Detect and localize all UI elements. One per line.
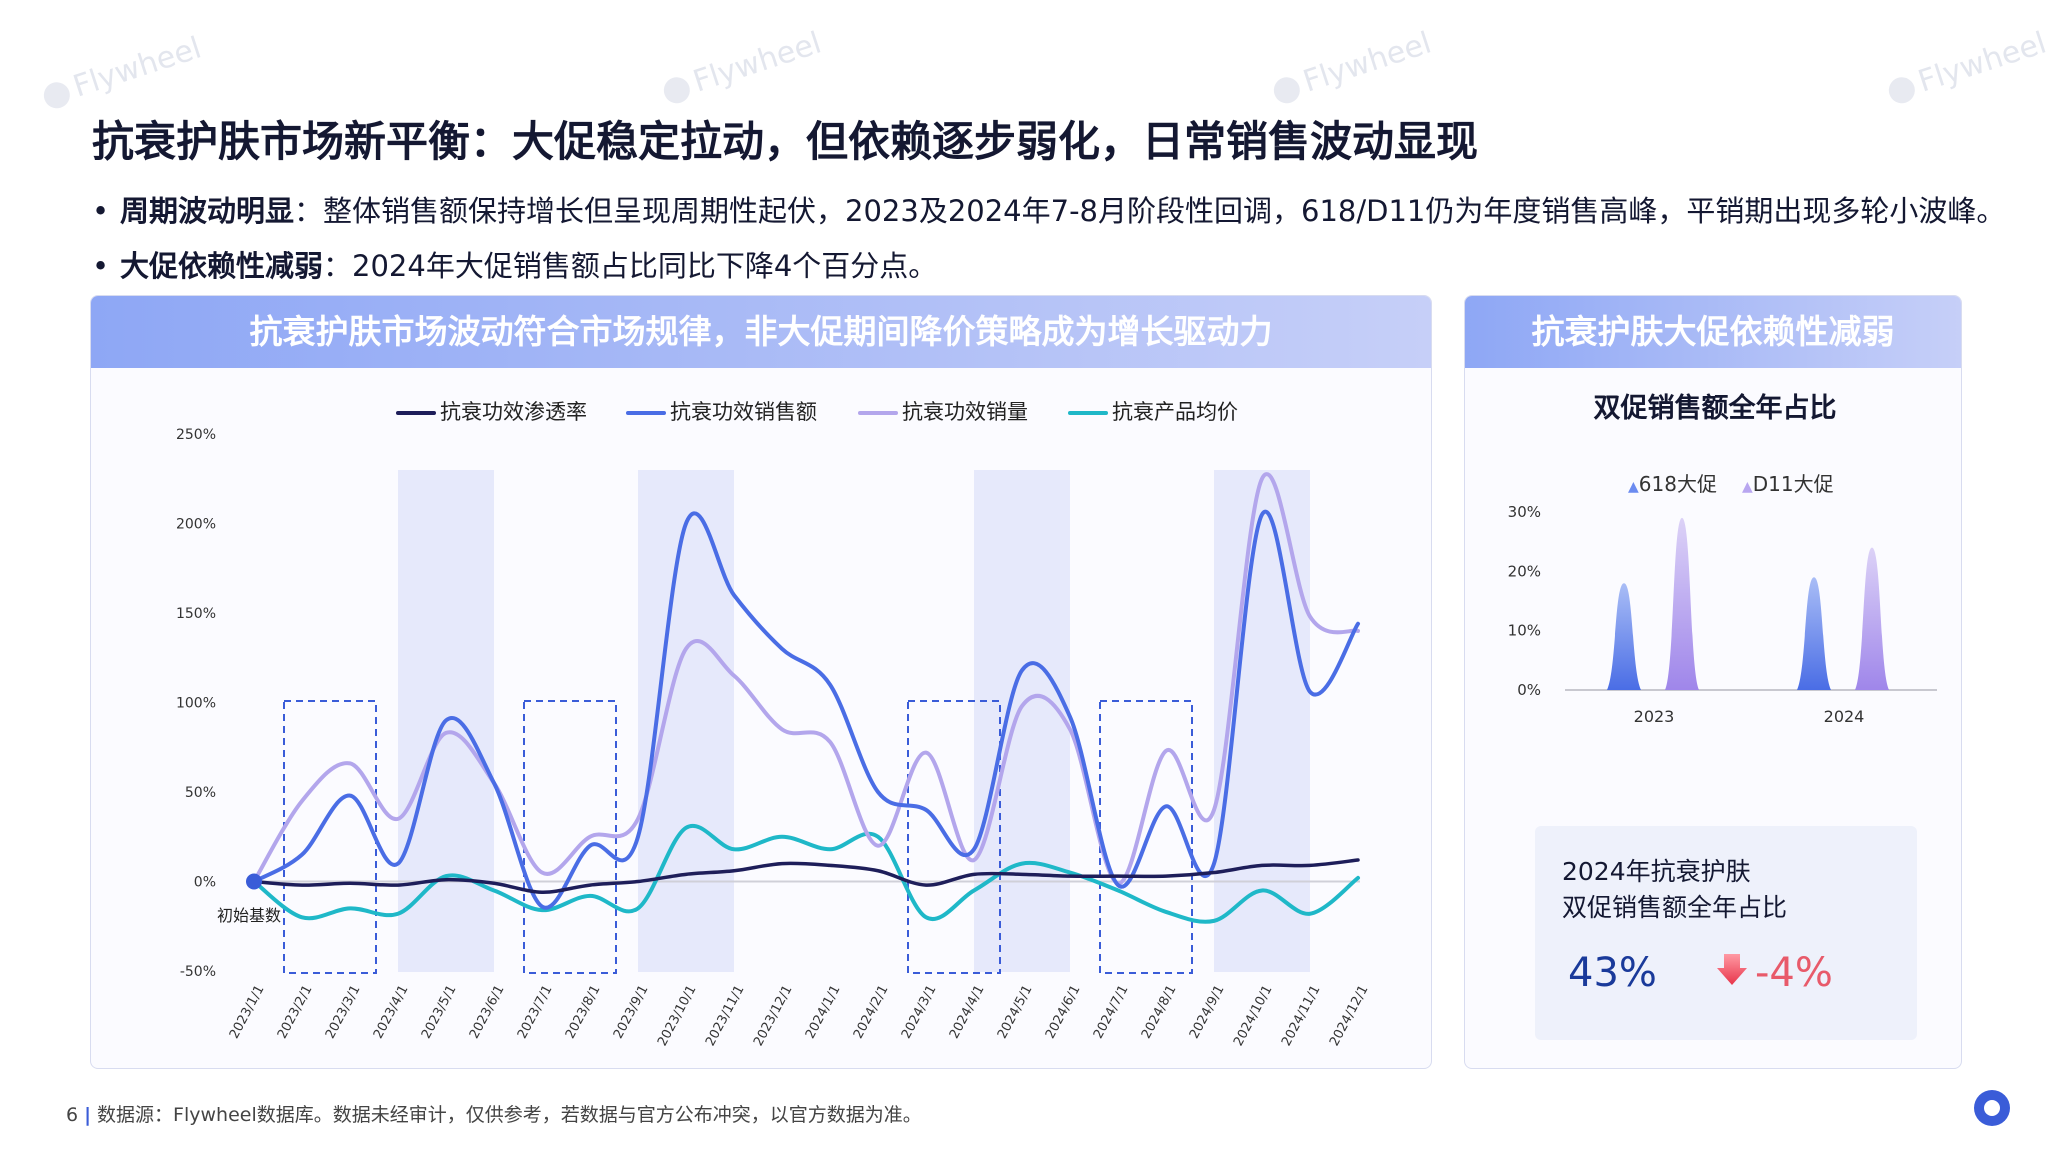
bullet-2-text: ：2024年大促销售额占比同比下降4个百分点。 (323, 249, 938, 283)
down-arrow-icon (1717, 954, 1747, 985)
right-panel-header: 抗衰护肤大促依赖性减弱 (1465, 296, 1961, 368)
y-tick-label: 200% (176, 517, 216, 533)
legend-sales-volume: 抗衰功效销量 (858, 396, 1028, 426)
y-tick-label: 30% (1508, 503, 1541, 521)
slide-number: 6 (66, 1104, 79, 1126)
legend-sales-amount: 抗衰功效销售额 (626, 396, 817, 426)
bullet-1-text: ：整体销售额保持增长但呈现周期性起伏，2023及2024年7-8月阶段性回调，6… (294, 194, 2006, 228)
kpi-value: 43% (1568, 950, 1657, 996)
y-tick-label: 100% (176, 696, 216, 712)
peak-bar-d11 (1855, 547, 1889, 690)
legend-line-icon (626, 411, 666, 415)
kpi-card (1535, 826, 1917, 1040)
brand-logo-icon (1974, 1090, 2010, 1126)
y-tick-label: 10% (1508, 622, 1541, 640)
x-tick-label: 2024 (1824, 707, 1865, 726)
series-line-2 (252, 472, 1360, 886)
legend-line-icon (1068, 411, 1108, 415)
y-tick-label: 0% (194, 875, 216, 891)
triangle-icon: ▲ (1742, 479, 1753, 495)
bullet-2-bold: 大促依赖性减弱 (120, 249, 324, 283)
y-tick-label: 150% (176, 606, 216, 622)
y-tick-label: 50% (185, 785, 216, 801)
origin-marker (246, 873, 262, 890)
x-tick-label: 2023 (1634, 707, 1675, 726)
peak-bar-d11 (1665, 517, 1699, 690)
dashed-box (907, 700, 1001, 974)
series-line-3 (252, 823, 1360, 924)
footer-source: 数据源：Flywheel数据库。数据未经审计，仅供参考，若数据与官方公布冲突，以… (97, 1104, 922, 1126)
legend-line-icon (858, 411, 898, 415)
y-tick-label: -50% (180, 964, 216, 980)
kpi-change: -4% (1755, 950, 1833, 996)
left-panel-header: 抗衰护肤市场波动符合市场规律，非大促期间降价策略成为增长驱动力 (91, 296, 1431, 368)
legend-618: ▲618大促 (1628, 472, 1717, 496)
series-line-0 (252, 858, 1360, 894)
right-chart-subtitle: 双促销售额全年占比 (1593, 393, 1837, 424)
legend-avg-price: 抗衰产品均价 (1068, 396, 1238, 426)
left-panel: 抗衰护肤市场波动符合市场规律，非大促期间降价策略成为增长驱动力 (90, 295, 1432, 1069)
legend-line-icon (396, 411, 436, 415)
kpi-title-line2: 双促销售额全年占比 (1562, 893, 1788, 922)
triangle-icon: ▲ (1628, 479, 1639, 495)
bullet-1: • 周期波动明显：整体销售额保持增长但呈现周期性起伏，2023及2024年7-8月… (92, 194, 2006, 228)
origin-annotation: 初始基数 (217, 906, 281, 925)
peak-bar-618 (1797, 577, 1831, 690)
y-tick-label: 20% (1508, 562, 1541, 580)
promo-band (974, 470, 1070, 972)
peak-bar-618 (1607, 583, 1641, 690)
legend-penetration: 抗衰功效渗透率 (396, 396, 587, 426)
legend-d11: ▲D11大促 (1742, 472, 1834, 496)
bullet-1-bold: 周期波动明显 (120, 194, 295, 228)
slide-title: 抗衰护肤市场新平衡：大促稳定拉动，但依赖逐步弱化，日常销售波动显现 (92, 117, 1479, 166)
kpi-title-line1: 2024年抗衰护肤 (1562, 857, 1751, 886)
y-tick-label: 0% (1517, 681, 1541, 699)
bullet-2: • 大促依赖性减弱：2024年大促销售额占比同比下降4个百分点。 (92, 249, 938, 283)
y-tick-label: 250% (176, 427, 216, 443)
footer: 6 | 数据源：Flywheel数据库。数据未经审计，仅供参考，若数据与官方公布冲突… (66, 1104, 922, 1126)
